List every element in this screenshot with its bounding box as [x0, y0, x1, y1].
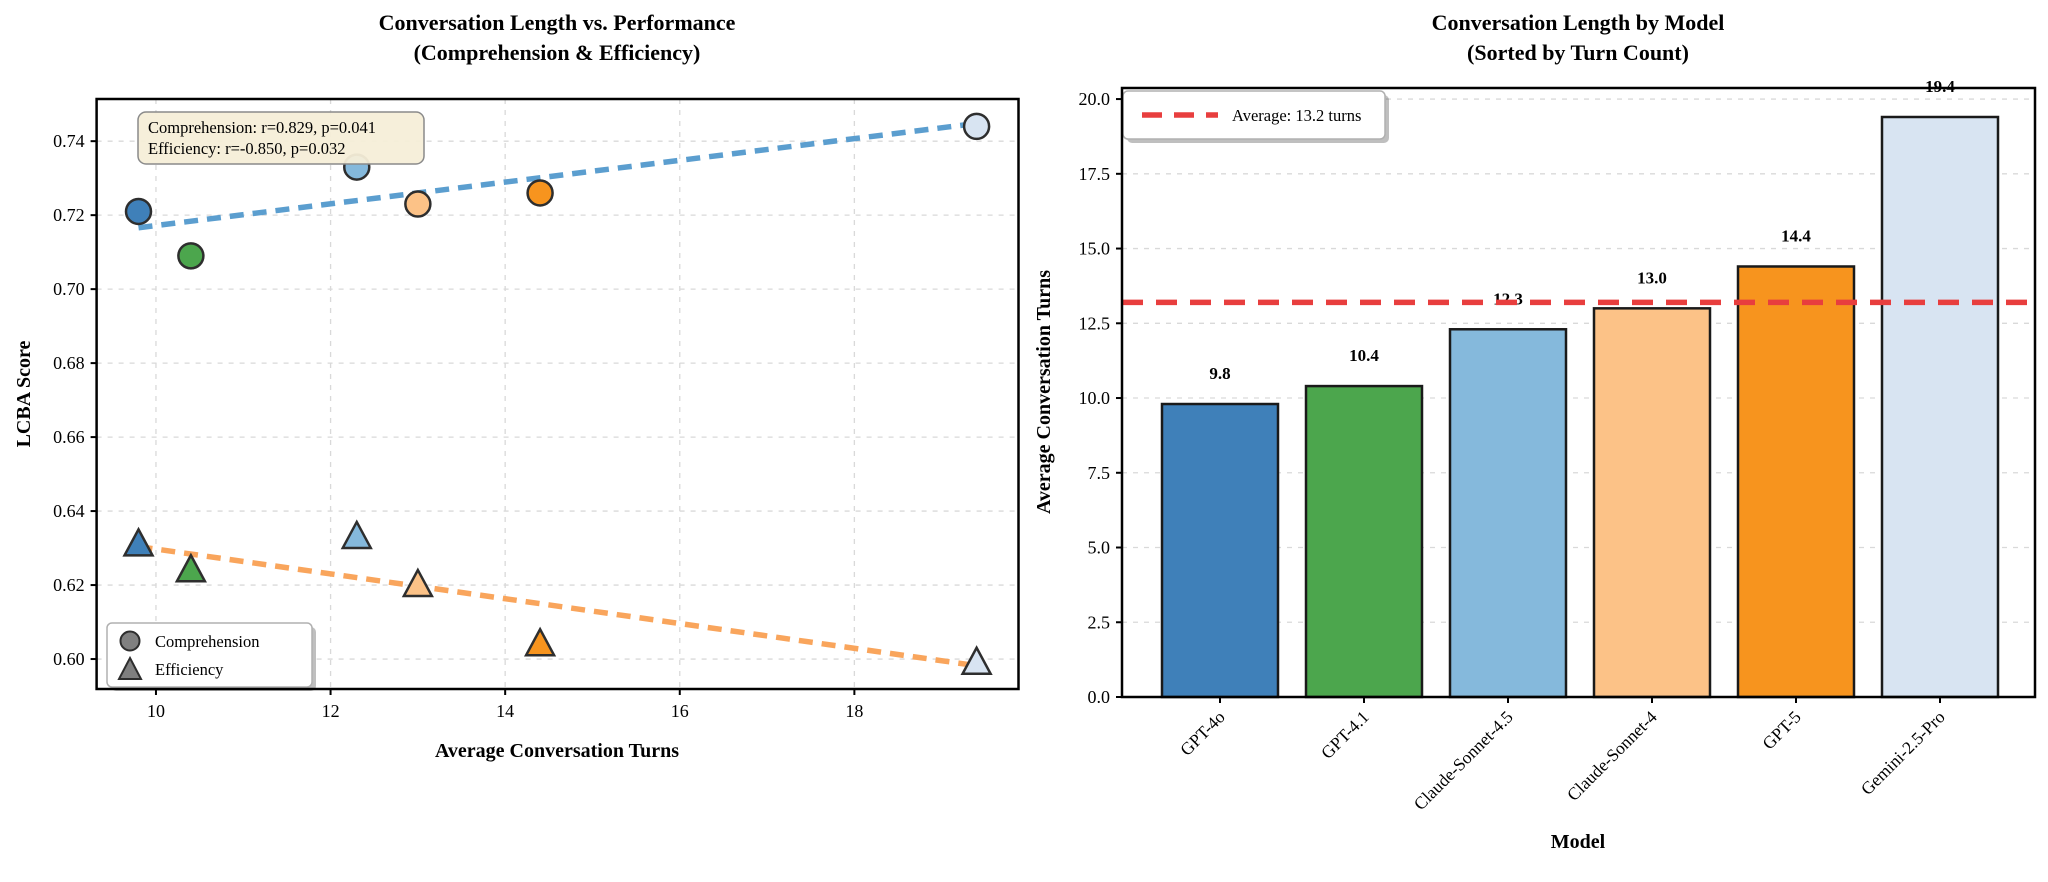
trend-line-comprehension — [138, 120, 977, 231]
annotation-line1: Comprehension: r=0.829, p=0.041 — [148, 118, 376, 137]
bar-value-label: 19.4 — [1925, 77, 1955, 96]
chart-text-layer: Conversation Length vs. Performance (Com… — [13, 10, 1724, 853]
bar-chart-title-line1: Conversation Length by Model — [1432, 10, 1725, 35]
bar-y-axis-label: Average Conversation Turns — [1033, 270, 1055, 514]
scatter-point-circle-Gemini-2.5-Pro — [962, 112, 991, 141]
y-tick-label: 17.5 — [1079, 164, 1111, 184]
bar-value-label: 13.0 — [1637, 268, 1667, 287]
y-tick-label: 7.5 — [1088, 463, 1111, 483]
y-tick-label: 0.72 — [53, 205, 85, 225]
bar-value-label: 10.4 — [1349, 346, 1379, 365]
bar-value-label: 14.4 — [1781, 226, 1811, 245]
y-tick-label: 0.0 — [1088, 687, 1111, 707]
scatter-point-triangle-GPT-4.1 — [174, 552, 207, 583]
scatter-point-circle-Claude-Sonnet-4 — [404, 190, 432, 218]
y-tick-label: 15.0 — [1079, 239, 1111, 259]
scatter-point-circle-GPT-4.1 — [177, 242, 205, 270]
y-tick-label: 0.66 — [53, 427, 85, 447]
y-tick-label: 0.62 — [53, 575, 85, 595]
x-tick-label: 10 — [147, 701, 165, 721]
y-tick-label: 0.60 — [53, 649, 85, 669]
bar-axes-frame — [1120, 86, 2037, 699]
bar-GPT-4o — [1160, 402, 1280, 699]
category-label-Gemini-2.5-Pro: Gemini-2.5-Pro — [1857, 707, 1949, 799]
x-tick-label: 12 — [322, 701, 340, 721]
category-label-GPT-4.1: GPT-4.1 — [1317, 707, 1373, 763]
legend-label-average: Average: 13.2 turns — [1232, 106, 1361, 125]
scatter-x-axis-label: Average Conversation Turns — [435, 740, 679, 762]
trend-line-efficiency — [138, 543, 977, 669]
scatter-axes-frame — [95, 97, 1020, 691]
scatter-point-circle-GPT-5 — [526, 179, 554, 207]
y-tick-label: 2.5 — [1088, 612, 1111, 632]
y-tick-label: 5.0 — [1088, 538, 1111, 558]
annotation-box — [137, 111, 425, 165]
y-tick-label: 0.64 — [53, 501, 85, 521]
scatter-point-triangle-Gemini-2.5-Pro — [960, 645, 993, 675]
y-tick-label: 0.68 — [53, 353, 85, 373]
legend-marker-triangle — [117, 655, 143, 680]
scatter-point-circle-GPT-4o — [124, 197, 153, 226]
y-tick-label: 20.0 — [1079, 89, 1111, 109]
x-tick-label: 18 — [845, 701, 863, 721]
bar-Gemini-2.5-Pro — [1880, 115, 2000, 699]
scatter-y-axis-label: LCBA Score — [13, 340, 35, 447]
bar-x-axis-label: Model — [1551, 831, 1606, 853]
category-label-GPT-4o: GPT-4o — [1176, 707, 1229, 760]
legend-label-efficiency: Efficiency — [155, 660, 224, 679]
y-tick-label: 0.74 — [53, 131, 85, 151]
bar-GPT-4.1 — [1304, 384, 1424, 699]
scatter-point-triangle-GPT-5 — [523, 626, 557, 657]
category-label-Claude-Sonnet-4.5: Claude-Sonnet-4.5 — [1410, 707, 1517, 814]
annotation-line2: Efficiency: r=-0.850, p=0.032 — [148, 139, 345, 158]
legend-box — [106, 622, 313, 688]
y-tick-label: 12.5 — [1079, 313, 1111, 333]
scatter-point-triangle-Claude-Sonnet-4 — [401, 567, 434, 598]
scatter-chart: 10 12 14 16 18 0.60 0.62 0.64 0.66 0.68 0.70 0.72 0.… — [53, 97, 1020, 721]
x-tick-label: 14 — [496, 701, 514, 721]
category-label-GPT-5: GPT-5 — [1758, 707, 1805, 754]
legend-marker-circle — [119, 630, 141, 652]
scatter-chart-title-line2: (Comprehension & Efficiency) — [414, 40, 701, 65]
legend-label-comprehension: Comprehension — [155, 632, 260, 651]
bar-value-label: 9.8 — [1209, 364, 1230, 383]
category-label-Claude-Sonnet-4: Claude-Sonnet-4 — [1563, 707, 1661, 805]
scatter-point-triangle-Claude-Sonnet-4.5 — [340, 519, 373, 550]
y-tick-label: 10.0 — [1079, 388, 1111, 408]
bar-chart: 9.8 10.4 12.3 13.0 14.4 19.4 0.0 2.5 5.0 7.5 10.0 1… — [1079, 77, 2037, 814]
bar-Claude-Sonnet-4.5 — [1448, 328, 1568, 699]
x-tick-label: 16 — [671, 701, 689, 721]
bar-chart-title-line2: (Sorted by Turn Count) — [1467, 40, 1689, 65]
bar-value-label: 12.3 — [1493, 289, 1523, 308]
scatter-point-triangle-GPT-4o — [122, 526, 155, 557]
bar-Claude-Sonnet-4 — [1592, 307, 1712, 699]
bar-GPT-5 — [1736, 265, 1856, 699]
scatter-chart-title-line1: Conversation Length vs. Performance — [379, 10, 736, 35]
y-tick-label: 0.70 — [53, 279, 85, 299]
